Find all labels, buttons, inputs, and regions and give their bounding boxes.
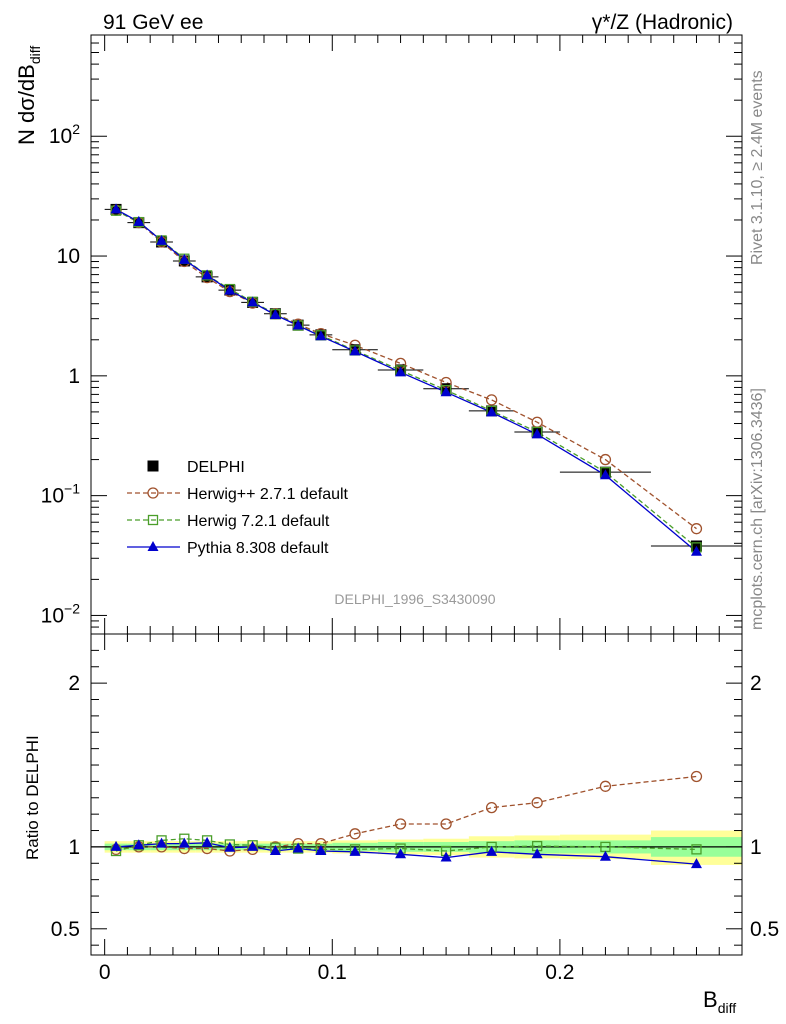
ratio-y-tick-label-right: 0.5 xyxy=(750,918,779,941)
analysis-id-label: DELPHI_1996_S3430090 xyxy=(334,591,495,607)
legend-label-delphi: DELPHI xyxy=(187,459,245,476)
legend-label-pythia-8-308-default: Pythia 8.308 default xyxy=(187,540,329,557)
ratio-point-pythia-8-308-default xyxy=(224,841,236,852)
legend-marker-delphi xyxy=(147,460,159,472)
legend-label-herwig-2-7-1-default: Herwig++ 2.7.1 default xyxy=(187,486,349,503)
x-tick-label: 0.2 xyxy=(545,961,574,984)
ratio-point-herwig-2-7-1-default xyxy=(531,797,543,809)
ratio-point-pythia-8-308-default xyxy=(486,845,498,856)
legend-marker-herwig-2-7-1-default xyxy=(147,487,159,499)
axes-frames xyxy=(90,34,743,956)
header-left-label: 91 GeV ee xyxy=(103,11,203,34)
main-y-tick-label: 10−1 xyxy=(41,481,81,508)
ratio-point-herwig-2-7-1-default xyxy=(440,818,452,830)
main-y-tick-label: 10 xyxy=(57,245,80,268)
main-point-pythia-8-308-default xyxy=(690,545,702,556)
ratio-point-herwig-2-7-1-default xyxy=(599,780,612,792)
ratio-point-pythia-8-308-default xyxy=(531,848,543,859)
ratio-point-herwig-2-7-1-default xyxy=(485,801,498,814)
ratio-point-pythia-8-308-default xyxy=(247,840,259,851)
main-point-pythia-8-308-default xyxy=(315,330,327,341)
main-point-pythia-8-308-default xyxy=(133,215,145,226)
legend-entry-herwig-7-2-1-default: Herwig 7.2.1 default xyxy=(127,513,330,530)
ratio-y-tick-label-right: 1 xyxy=(750,836,762,859)
main-series-markers xyxy=(110,203,703,556)
legend-marker-pythia-8-308-default xyxy=(147,541,159,551)
main-point-pythia-8-308-default xyxy=(531,428,543,439)
main-y-tick-label: 10−2 xyxy=(41,600,81,627)
main-point-herwig-2-7-1-default xyxy=(485,394,498,406)
ratio-point-pythia-8-308-default xyxy=(315,845,327,856)
legend-entry-pythia-8-308-default: Pythia 8.308 default xyxy=(127,540,329,557)
ratio-ylabel: Ratio to DELPHI xyxy=(23,735,42,860)
header-right-label: γ*/Z (Hadronic) xyxy=(592,11,733,34)
main-point-pythia-8-308-default xyxy=(201,269,213,280)
legend-entry-delphi: DELPHI xyxy=(147,459,245,476)
x-tick-label: 0 xyxy=(99,961,111,984)
legend: DELPHI Herwig++ 2.7.1 default Herwig 7.2.1… xyxy=(127,459,349,557)
ratio-line-herwig-7-2-1-default xyxy=(115,838,697,852)
legend-entry-herwig-2-7-1-default: Herwig++ 2.7.1 default xyxy=(127,486,349,503)
main-point-pythia-8-308-default xyxy=(349,345,361,356)
main-point-pythia-8-308-default xyxy=(599,469,611,480)
ratio-point-pythia-8-308-default xyxy=(292,842,304,853)
x-tick-label: 0.1 xyxy=(318,961,347,984)
main-point-pythia-8-308-default xyxy=(247,296,259,307)
legend-label-herwig-7-2-1-default: Herwig 7.2.1 default xyxy=(187,513,330,530)
main-point-pythia-8-308-default xyxy=(224,284,236,295)
ratio-point-pythia-8-308-default xyxy=(349,845,361,856)
ratio-point-pythia-8-308-default xyxy=(269,845,281,856)
main-point-pythia-8-308-default xyxy=(156,234,168,245)
ratio-y-tick-label-left: 2 xyxy=(68,672,80,695)
main-point-herwig-2-7-1-default xyxy=(599,453,612,466)
ratio-point-pythia-8-308-default xyxy=(201,836,213,847)
mcplots-label: mcplots.cern.ch [arXiv:1306.3436] xyxy=(749,388,766,630)
axis-ticks xyxy=(91,34,743,955)
ratio-point-pythia-8-308-default xyxy=(690,858,702,869)
main-point-pythia-8-308-default xyxy=(110,203,122,214)
ratio-point-pythia-8-308-default xyxy=(156,837,168,848)
ratio-line-herwig-2-7-1-default xyxy=(115,775,697,852)
ratio-point-herwig-2-7-1-default xyxy=(690,770,703,783)
legend-marker-herwig-7-2-1-default xyxy=(147,514,159,526)
ratio-point-herwig-7-2-1-default xyxy=(691,844,702,855)
main-point-pythia-8-308-default xyxy=(486,406,498,417)
ratio-point-herwig-2-7-1-default xyxy=(394,818,407,830)
main-point-pythia-8-308-default xyxy=(440,386,452,397)
rivet-version-label: Rivet 3.1.10, ≥ 2.4M events xyxy=(749,70,766,265)
main-ylabel: N dσ/dBdiff xyxy=(14,46,43,145)
ratio-point-pythia-8-308-default xyxy=(133,839,145,850)
ratio-point-pythia-8-308-default xyxy=(599,850,611,861)
ratio-y-tick-label-right: 2 xyxy=(750,672,762,695)
main-y-tick-label: 1 xyxy=(68,365,80,388)
ratio-y-tick-label-left: 1 xyxy=(68,836,80,859)
main-y-tick-label: 102 xyxy=(49,121,80,148)
ratio-point-pythia-8-308-default xyxy=(395,848,407,859)
main-point-pythia-8-308-default xyxy=(395,366,407,377)
main-point-pythia-8-308-default xyxy=(178,253,190,264)
main-point-pythia-8-308-default xyxy=(269,309,281,320)
ratio-point-pythia-8-308-default xyxy=(110,840,122,851)
ratio-point-pythia-8-308-default xyxy=(440,851,452,862)
x-axis-title: Bdiff xyxy=(703,987,736,1016)
ratio-point-pythia-8-308-default xyxy=(178,837,190,848)
axis-tick-labels: 10−2 10−1 1 10 102 0.5 0.5 1 1 2 2 0 0.1 0.2 xyxy=(41,121,780,984)
main-point-herwig-2-7-1-default xyxy=(690,523,703,535)
ratio-panel-frame xyxy=(90,633,743,956)
ratio-point-herwig-2-7-1-default xyxy=(349,828,361,840)
ratio-y-tick-label-left: 0.5 xyxy=(51,918,80,941)
ratio-series-markers xyxy=(110,770,703,869)
main-point-pythia-8-308-default xyxy=(292,319,304,330)
